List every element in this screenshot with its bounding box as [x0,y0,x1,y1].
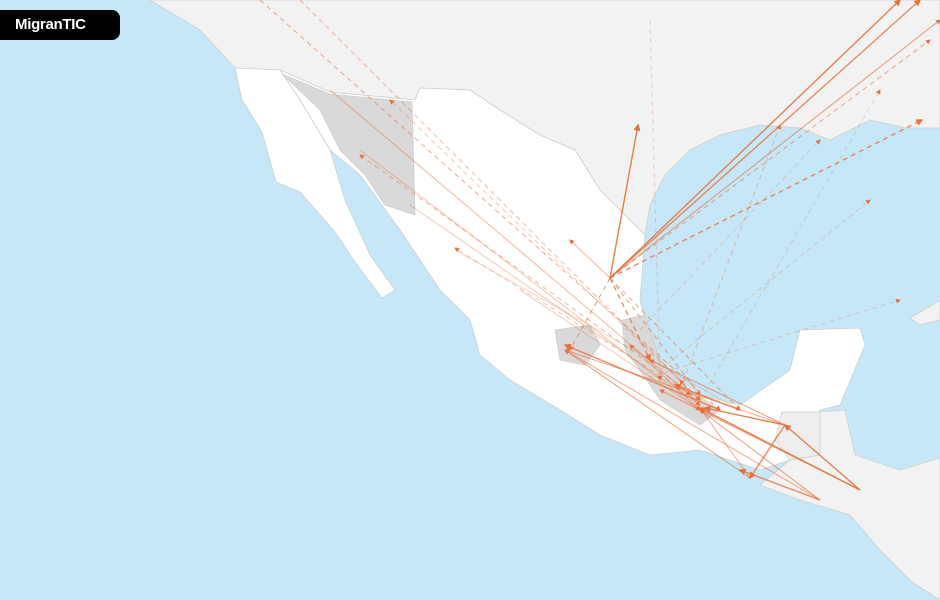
dashed-flow-line [569,277,611,351]
solid-flow-line [659,389,861,491]
dashed-flow-line [299,0,701,401]
solid-flow-line [569,239,611,279]
dashed-flow-line [679,124,781,391]
solid-flow-line [564,349,821,501]
dashed-flow-line [649,19,663,381]
solid-flow-line [609,19,940,279]
dashed-flow-line [259,0,721,411]
solid-flow-line [563,343,721,411]
dashed-flow-line [454,247,701,401]
solid-flow-line [359,149,701,411]
dashed-flow-line [609,277,741,411]
cuba [909,299,940,326]
solid-flow-line [783,424,861,491]
mexico-mainland [278,69,866,471]
flow-lines [259,0,940,501]
solid-flow-line [673,383,741,411]
dashed-flow-line [659,199,871,371]
dashed-flow-line [609,277,701,396]
solid-flow-line [629,344,701,411]
solid-flow-line [609,0,922,279]
solid-flow-line [564,349,751,479]
dashed-flow-line [359,154,701,401]
dashed-flow-line [639,298,901,381]
baja-california [234,67,396,299]
solid-flow-line [703,405,786,426]
dashed-flow-line [699,89,881,401]
solid-flow-line [519,289,701,411]
land-layer [149,0,940,600]
state-sonora [281,73,416,216]
solid-flow-line [454,249,741,411]
dashed-flow-line [609,277,651,362]
dashed-flow-line [639,139,821,331]
solid-flow-line [329,89,691,396]
solid-flow-line [679,379,751,479]
app-logo[interactable]: MigranTIC [0,10,120,40]
dashed-flow-line [609,39,931,279]
dashed-flow-line [609,119,924,279]
solid-flow-line [609,0,902,279]
solid-flow-line [409,204,701,406]
solid-flow-line [609,123,641,279]
solid-flow-line [699,409,821,501]
solid-flow-line [649,359,786,426]
solid-flow-line [749,424,786,480]
